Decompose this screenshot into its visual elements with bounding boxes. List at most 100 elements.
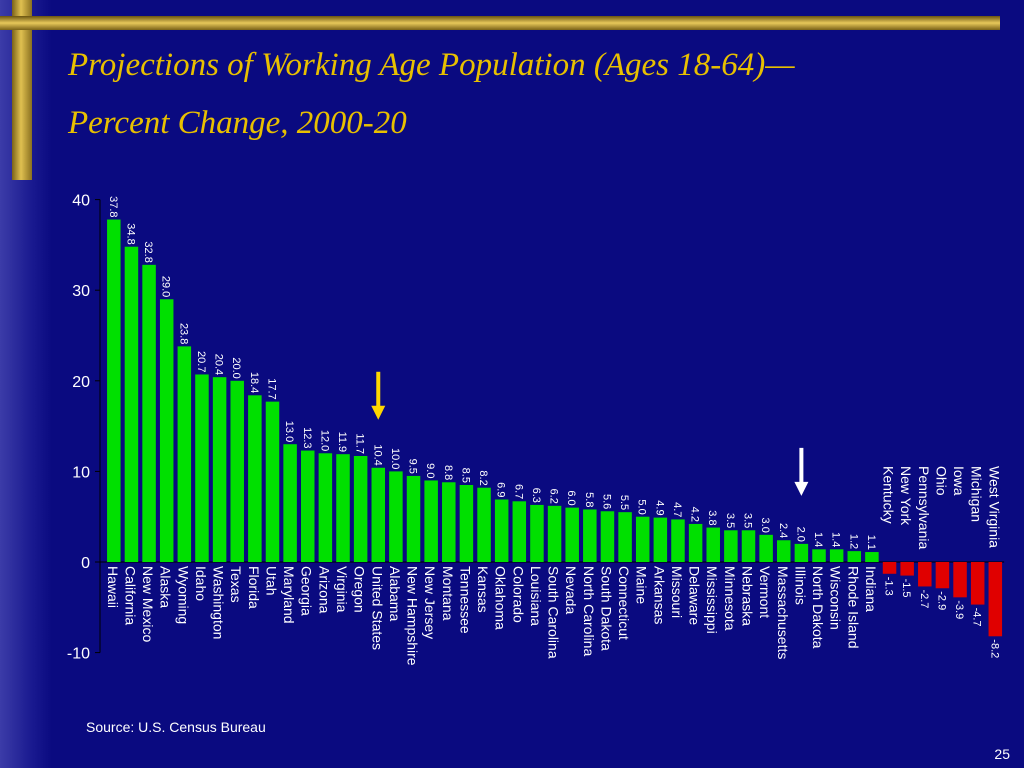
- value-label: 2.0: [794, 527, 806, 542]
- bar: [900, 562, 914, 576]
- value-label: 6.9: [495, 482, 507, 497]
- bar: [159, 299, 174, 562]
- category-label: California: [122, 566, 138, 625]
- bar: [300, 450, 315, 562]
- slide-title: Projections of Working Age Population (A…: [68, 36, 1008, 152]
- bar: [935, 562, 950, 589]
- category-label: Nevada: [563, 566, 579, 614]
- page-number: 25: [994, 746, 1010, 762]
- bar: [882, 562, 897, 574]
- arrow-united-states: [371, 371, 386, 420]
- value-label: -2.7: [918, 589, 930, 608]
- bar: [336, 454, 350, 562]
- value-label: 20.7: [195, 351, 207, 372]
- category-label: Michigan: [969, 466, 985, 522]
- bar: [918, 562, 932, 587]
- bar: [635, 516, 650, 562]
- bar: [600, 511, 615, 562]
- value-label: 2.4: [777, 523, 789, 538]
- category-label: Florida: [246, 566, 262, 609]
- gold-vertical-bar: [12, 0, 32, 180]
- value-label: -2.9: [935, 591, 947, 610]
- bar: [847, 551, 862, 562]
- bar: [583, 509, 597, 562]
- source-note: Source: U.S. Census Bureau: [86, 719, 266, 735]
- value-label: 5.6: [600, 494, 612, 509]
- category-label: New Jersey: [422, 566, 438, 639]
- value-label: -1.5: [900, 579, 912, 598]
- value-label: 10.0: [389, 448, 401, 469]
- value-label: 6.3: [530, 488, 542, 503]
- category-label: Montana: [440, 566, 456, 621]
- category-label: New Mexico: [140, 566, 156, 642]
- category-label: Rhode Island: [845, 566, 861, 649]
- bar: [424, 480, 438, 562]
- value-label: 9.5: [407, 459, 419, 474]
- value-label: 8.8: [442, 465, 454, 480]
- bar: [512, 501, 527, 562]
- category-label: Wisconsin: [828, 566, 844, 630]
- bar: [283, 444, 297, 562]
- bar: [389, 471, 403, 562]
- value-label: 17.7: [265, 378, 277, 399]
- value-label: 12.3: [301, 427, 313, 448]
- category-label: Idaho: [193, 566, 209, 601]
- value-label: 20.0: [230, 357, 242, 378]
- category-label: Kentucky: [881, 466, 897, 524]
- value-label: 23.8: [177, 323, 189, 344]
- y-tick-label: -10: [67, 646, 90, 663]
- bar: [195, 374, 209, 562]
- value-label: 8.2: [477, 470, 489, 485]
- value-label: 34.8: [124, 223, 136, 244]
- category-label: Washington: [211, 566, 227, 639]
- bar: [777, 540, 791, 562]
- category-label: Pennsylvania: [916, 466, 932, 549]
- category-label: Utah: [263, 566, 279, 596]
- value-label: 5.5: [618, 495, 630, 510]
- value-label: 1.2: [847, 534, 859, 549]
- category-label: New York: [898, 466, 914, 526]
- category-label: Hawaii: [105, 566, 121, 608]
- bar: [107, 219, 121, 563]
- bar: [477, 487, 491, 562]
- value-label: -3.9: [953, 600, 965, 619]
- category-label: Texas: [228, 566, 244, 603]
- bar: [565, 507, 579, 562]
- value-label: 18.4: [248, 372, 260, 393]
- bar: [212, 377, 227, 562]
- value-label: 4.7: [671, 502, 683, 517]
- bar: [970, 562, 985, 605]
- category-label: Ohio: [933, 466, 949, 496]
- category-label: South Dakota: [598, 566, 614, 651]
- category-label: Massachusetts: [775, 566, 791, 659]
- y-tick-label: 0: [81, 555, 90, 572]
- category-label: Indiana: [863, 566, 879, 612]
- bar: [688, 523, 703, 562]
- value-label: 5.8: [583, 492, 595, 507]
- bar: [530, 504, 544, 562]
- bar: [177, 346, 192, 562]
- bar: [248, 395, 262, 562]
- category-label: Maryland: [281, 566, 297, 624]
- bar: [547, 505, 562, 562]
- category-label: North Dakota: [810, 566, 826, 649]
- value-label: 32.8: [142, 241, 154, 262]
- bar: [371, 467, 386, 562]
- category-label: Virginia: [334, 566, 350, 613]
- value-label: 5.0: [636, 499, 648, 514]
- value-label: 4.9: [653, 500, 665, 515]
- bar: [142, 264, 156, 562]
- value-label: 4.2: [689, 507, 701, 522]
- value-label: 1.4: [830, 532, 842, 547]
- category-label: Missouri: [669, 566, 685, 618]
- bar: [653, 517, 668, 562]
- category-label: United States: [369, 566, 385, 650]
- value-label: 6.0: [565, 490, 577, 505]
- value-label: 3.0: [759, 518, 771, 533]
- category-label: New Hampshire: [405, 566, 421, 666]
- bar: [406, 475, 421, 562]
- value-label: 6.7: [512, 484, 524, 499]
- category-label: Arkansas: [651, 566, 667, 624]
- y-tick-label: 40: [72, 193, 90, 210]
- value-label: 11.7: [354, 433, 366, 454]
